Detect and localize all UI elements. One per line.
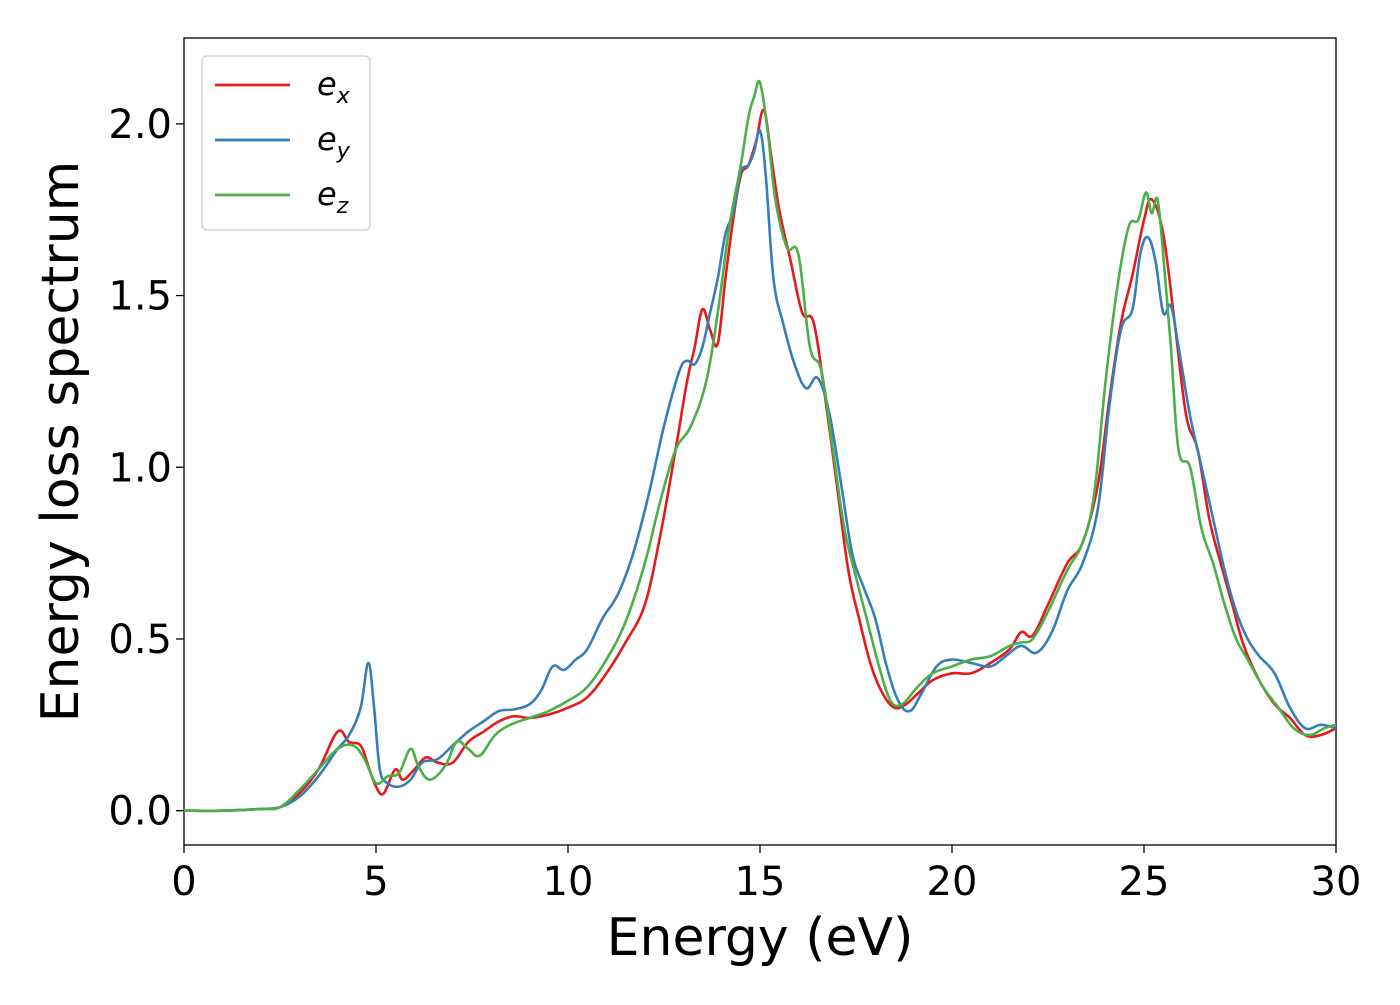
x-tick-label: 20 — [927, 859, 978, 905]
y-tick-label: 1.5 — [108, 274, 172, 320]
x-tick-label: 25 — [1119, 859, 1170, 905]
x-tick-label: 5 — [363, 859, 388, 905]
y-axis-ticks: 0.0 0.5 1.0 1.5 2.0 — [108, 102, 184, 835]
y-axis-title: Energy loss spectrum — [31, 161, 91, 723]
plot-area-frame — [183, 37, 1337, 846]
legend-box — [201, 55, 371, 231]
y-tick-label: 0.5 — [108, 617, 172, 663]
series-line-y — [184, 128, 1336, 813]
y-tick-label: 2.0 — [108, 102, 172, 148]
series-line-x — [184, 108, 1336, 813]
x-tick-label: 10 — [543, 859, 594, 905]
y-tick-label: 0.0 — [108, 789, 172, 835]
x-tick-label: 15 — [735, 859, 786, 905]
y-tick-label: 1.0 — [108, 445, 172, 491]
x-tick-label: 0 — [171, 859, 196, 905]
x-tick-label: 30 — [1311, 859, 1362, 905]
x-axis-title: Energy (eV) — [607, 908, 914, 968]
series-group — [184, 79, 1336, 813]
series-line-z — [184, 79, 1336, 813]
x-axis-ticks: 0 5 10 15 20 25 30 — [171, 845, 1361, 905]
